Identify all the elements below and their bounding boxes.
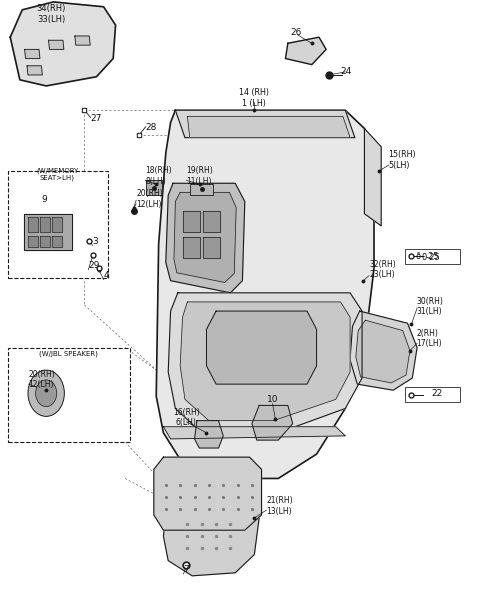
Text: 29: 29	[88, 261, 100, 270]
Polygon shape	[187, 117, 350, 138]
Polygon shape	[174, 192, 236, 282]
Polygon shape	[206, 311, 317, 384]
Text: ð– 25: ð– 25	[416, 252, 439, 261]
Polygon shape	[156, 110, 374, 478]
Polygon shape	[168, 293, 362, 433]
Text: (W/JBL SPEAKER): (W/JBL SPEAKER)	[39, 350, 98, 357]
Polygon shape	[182, 237, 200, 258]
Polygon shape	[27, 66, 42, 75]
Bar	[8, 171, 108, 278]
Polygon shape	[40, 235, 50, 246]
Text: 30(RH)
31(LH): 30(RH) 31(LH)	[416, 296, 443, 316]
Text: 27: 27	[91, 113, 102, 123]
Text: 20(RH)
12(LH): 20(RH) 12(LH)	[28, 370, 55, 389]
Text: 4: 4	[104, 271, 109, 280]
Polygon shape	[203, 210, 220, 232]
Polygon shape	[166, 183, 245, 293]
Bar	[190, 184, 213, 195]
Text: 2(RH)
17(LH): 2(RH) 17(LH)	[416, 329, 442, 348]
Text: 21(RH)
13(LH): 21(RH) 13(LH)	[266, 496, 293, 515]
Polygon shape	[163, 503, 259, 576]
Polygon shape	[52, 217, 62, 232]
Polygon shape	[286, 37, 326, 65]
Polygon shape	[356, 320, 410, 383]
Polygon shape	[40, 217, 50, 232]
Text: 10: 10	[267, 395, 278, 404]
Polygon shape	[180, 302, 350, 421]
Polygon shape	[24, 49, 40, 59]
Bar	[8, 348, 130, 442]
Polygon shape	[364, 129, 381, 226]
Text: 28: 28	[146, 123, 157, 132]
Polygon shape	[182, 210, 200, 232]
Text: 32(RH)
23(LH): 32(RH) 23(LH)	[369, 260, 396, 279]
Polygon shape	[252, 406, 293, 440]
Text: 14 (RH)
1 (LH): 14 (RH) 1 (LH)	[240, 88, 269, 108]
Text: 9: 9	[41, 195, 47, 204]
Text: 19(RH)
11(LH): 19(RH) 11(LH)	[186, 167, 213, 185]
Text: 22: 22	[432, 389, 443, 398]
Polygon shape	[350, 311, 417, 390]
Text: 7: 7	[183, 565, 189, 574]
Circle shape	[36, 380, 57, 407]
Bar	[405, 387, 460, 403]
Polygon shape	[48, 40, 64, 49]
Text: 34(RH)
33(LH): 34(RH) 33(LH)	[36, 4, 66, 24]
Polygon shape	[203, 237, 220, 258]
Text: 15(RH)
5(LH): 15(RH) 5(LH)	[388, 151, 416, 170]
Text: 0-25: 0-25	[422, 253, 441, 262]
Polygon shape	[52, 235, 62, 246]
Polygon shape	[28, 235, 37, 246]
Bar	[146, 180, 162, 195]
Text: 3: 3	[93, 237, 98, 246]
Text: 26: 26	[291, 28, 302, 37]
Text: 16(RH)
6(LH): 16(RH) 6(LH)	[173, 408, 200, 427]
Polygon shape	[163, 427, 345, 439]
Text: 18(RH)
8(LH): 18(RH) 8(LH)	[145, 167, 172, 185]
Text: 20(RH)
12(LH): 20(RH) 12(LH)	[136, 189, 163, 209]
Polygon shape	[10, 2, 116, 86]
Polygon shape	[24, 214, 72, 250]
Bar	[405, 249, 460, 264]
Polygon shape	[154, 457, 262, 530]
Text: (W/MEMORY
SEAT>LH): (W/MEMORY SEAT>LH)	[36, 167, 78, 181]
Polygon shape	[175, 110, 355, 138]
Polygon shape	[28, 217, 37, 232]
Text: 24: 24	[340, 67, 352, 76]
Circle shape	[28, 370, 64, 417]
Polygon shape	[194, 421, 223, 448]
Polygon shape	[75, 36, 90, 45]
